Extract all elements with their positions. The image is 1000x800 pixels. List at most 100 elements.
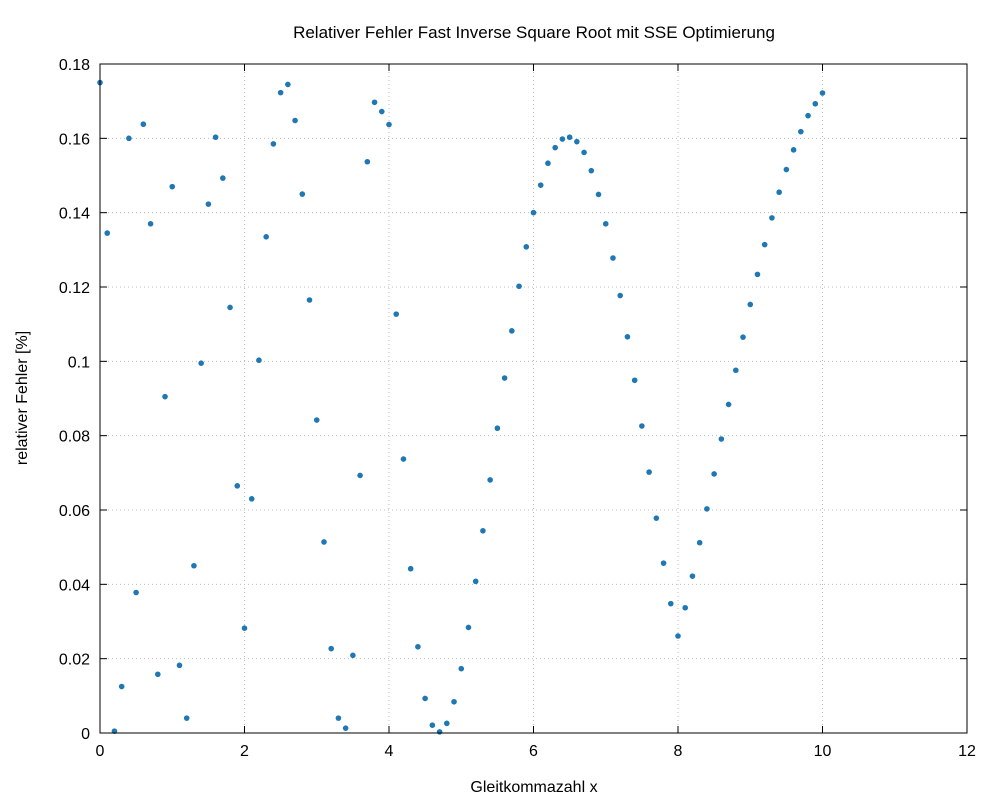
data-point [205,201,212,207]
data-point [465,624,472,631]
data-point [704,506,710,512]
data-point [783,166,790,173]
data-point [444,720,450,727]
grid-lines [100,64,967,733]
data-point [306,297,313,303]
data-point [313,417,320,423]
data-point [104,230,111,236]
data-point [537,182,544,188]
data-point [321,539,327,545]
data-point [169,183,176,190]
data-point [602,221,609,227]
data-point [118,683,125,690]
data-point [509,328,515,334]
y-tick-label: 0.14 [59,206,90,223]
x-tick-label: 8 [674,743,683,760]
data-point [516,283,522,290]
data-point [790,147,797,153]
data-point [126,135,132,142]
data-point [386,121,392,128]
data-point [545,160,551,167]
data-point [805,112,811,119]
data-point [480,528,486,534]
data-point [682,604,689,611]
data-point [458,665,465,672]
data-point [429,722,436,728]
chart-title: Relativer Fehler Fast Inverse Square Roo… [293,23,775,42]
data-point [176,662,183,669]
data-point [581,149,587,156]
x-tick-label: 4 [385,743,394,760]
y-tick-label: 0.08 [59,429,90,446]
data-point [776,189,782,196]
data-point [140,121,147,128]
data-point [812,100,819,107]
y-tick-label: 0 [81,726,90,743]
data-point [559,136,566,142]
data-point [667,600,674,607]
data-point [191,562,197,569]
data-point [689,573,696,579]
data-point [400,456,407,462]
data-point [574,138,580,145]
data-point [639,423,645,429]
y-tick-label: 0.04 [59,577,90,594]
data-point [733,367,739,374]
data-point [523,244,530,250]
data-point [285,81,291,88]
data-point [422,695,428,702]
data-point [740,334,746,340]
data-point [393,311,400,317]
y-tick-label: 0.06 [59,503,90,520]
data-point [407,565,414,572]
axis-ticks: 0 2 4 6 8 10 12 0 0.02 0.04 0.06 0.08 0.1 0.12 0.14 0.1… [59,57,976,760]
data-point [696,539,703,546]
data-point [364,158,371,165]
data-point [718,436,725,442]
data-point [270,141,277,147]
y-tick-label: 0.18 [59,57,90,74]
data-point [769,215,775,221]
data-point [761,241,768,248]
data-point [646,469,652,475]
data-point [530,209,537,216]
x-tick-label: 2 [240,743,249,760]
data-point [371,99,378,106]
data-point [248,496,255,502]
data-point [798,128,804,135]
data-point [220,175,226,181]
x-tick-label: 0 [96,743,105,760]
data-point [472,578,479,585]
y-tick-label: 0.02 [59,652,90,669]
data-point [378,108,385,115]
data-points [97,79,826,735]
data-point [747,301,754,308]
data-point [234,483,241,489]
data-point [335,715,342,721]
data-point [610,255,616,261]
data-point [451,698,457,705]
data-point [155,671,161,678]
data-point [552,144,558,151]
data-point [299,191,306,197]
data-point [328,645,335,652]
data-point [588,167,595,174]
data-point [415,643,421,650]
x-axis-label: Gleitkommazahl x [470,779,597,796]
data-point [653,515,660,521]
data-point [566,134,573,141]
x-tick-label: 6 [529,743,538,760]
data-point [241,625,248,631]
data-point [501,375,508,381]
y-tick-label: 0.1 [68,354,90,371]
data-point [711,471,717,477]
data-point [595,191,602,198]
data-point [494,425,501,432]
data-point [212,134,219,141]
data-point [660,560,667,566]
data-point [277,89,284,96]
data-point [487,477,493,483]
y-tick-label: 0.12 [59,280,90,297]
data-point [754,271,761,278]
